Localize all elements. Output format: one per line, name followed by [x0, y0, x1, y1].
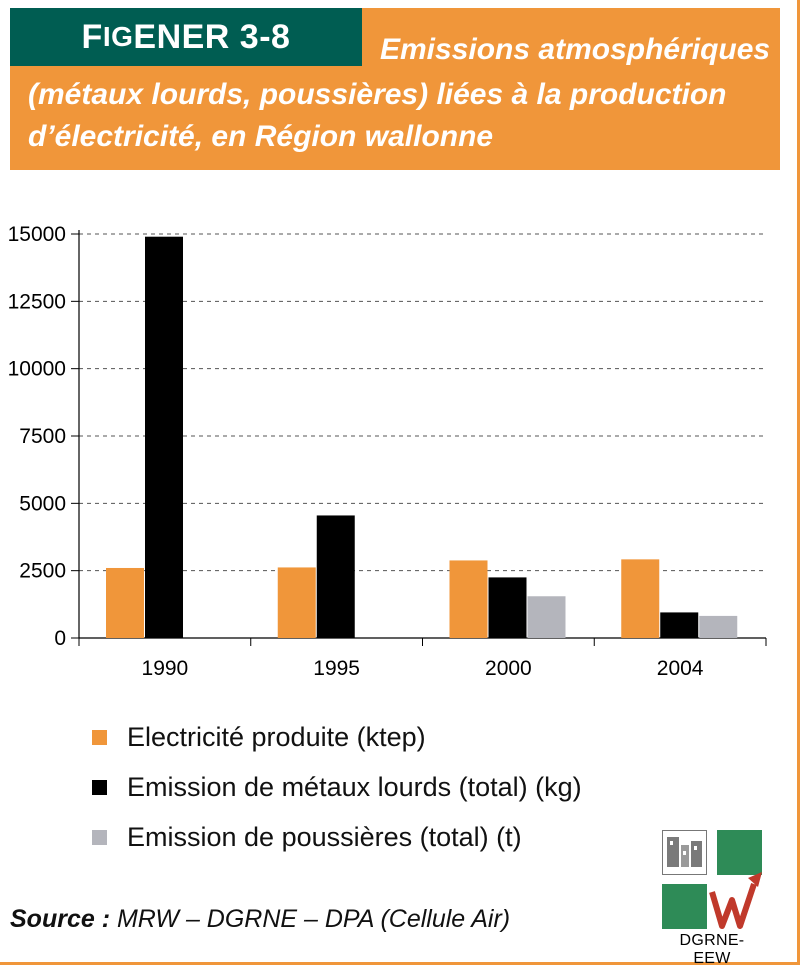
legend-label-metaux: Emission de métaux lourds (total) (kg) — [127, 771, 582, 802]
title-line-3: d’électricité, en Région wallonne — [28, 120, 494, 153]
bar — [449, 560, 488, 638]
x-tick-label: 1990 — [142, 657, 189, 680]
logo-square-top-left — [662, 830, 707, 875]
dgrne-logo: DGRNE-EEW — [662, 830, 762, 967]
legend-swatch-metaux — [92, 779, 107, 795]
logo-w-arrow-icon — [709, 872, 762, 929]
bar — [527, 596, 566, 638]
bar — [277, 567, 316, 638]
bar — [106, 567, 144, 638]
x-tick-label: 1995 — [313, 657, 360, 680]
legend-item-metaux: Emission de métaux lourds (total) (kg) — [92, 762, 582, 812]
legend-swatch-poussieres — [92, 829, 107, 845]
source-note: Source : MRW – DGRNE – DPA (Cellule Air) — [10, 905, 510, 934]
legend-item-electricite: Electricité produite (ktep) — [92, 712, 582, 762]
logo-building-icon — [667, 837, 702, 867]
legend-swatch-electricite — [92, 729, 107, 745]
legend-label-electricite: Electricité produite (ktep) — [127, 721, 426, 752]
figure-tag: F IG ENER 3-8 — [10, 8, 362, 66]
bar — [316, 515, 355, 638]
y-tick-label: 15000 — [8, 223, 66, 246]
chart-legend: Electricité produite (ktep) Emission de … — [92, 712, 582, 862]
logo-square-bottom-left — [662, 884, 707, 929]
legend-item-poussieres: Emission de poussières (total) (t) — [92, 812, 582, 862]
bar — [145, 236, 183, 638]
logo-text: DGRNE-EEW — [679, 932, 745, 967]
bar — [621, 559, 660, 638]
y-tick-label: 5000 — [19, 492, 66, 515]
bar — [699, 615, 738, 638]
logo-square-top-right — [717, 830, 762, 875]
source-text: MRW – DGRNE – DPA (Cellule Air) — [110, 905, 511, 933]
y-tick-label: 12500 — [8, 290, 66, 313]
bar-chart: 0 2500 5000 7500 10000 12500 15000 1990 1995 2000… — [8, 223, 767, 680]
fig-prefix-big: F — [81, 17, 103, 56]
title-line-1: Emissions atmosphériques — [380, 33, 771, 66]
y-tick-label: 0 — [54, 627, 66, 650]
fig-id: ENER 3-8 — [133, 17, 291, 56]
bar — [660, 612, 699, 638]
x-tick-label: 2000 — [485, 657, 532, 680]
y-tick-label: 2500 — [19, 560, 66, 583]
legend-label-poussieres: Emission de poussières (total) (t) — [127, 821, 522, 852]
y-tick-label: 7500 — [19, 425, 66, 448]
title-line-2: (métaux lourds, poussières) liées à la p… — [28, 78, 727, 111]
fig-prefix-small: IG — [102, 21, 134, 52]
y-tick-label: 10000 — [8, 358, 66, 381]
x-tick-label: 2004 — [657, 657, 704, 680]
bar — [488, 577, 527, 638]
source-label: Source : — [10, 905, 111, 933]
